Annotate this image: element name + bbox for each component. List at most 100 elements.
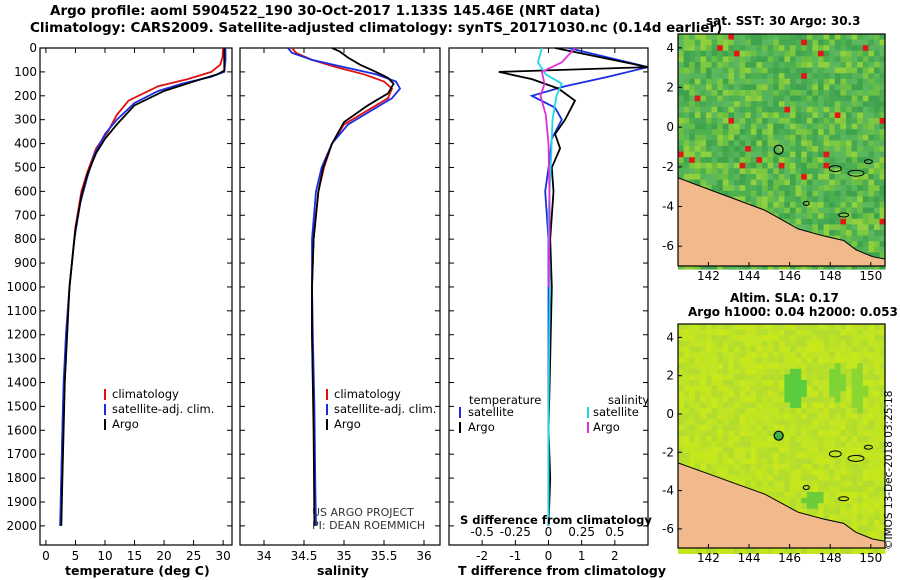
map-cell <box>795 118 802 124</box>
map-cell <box>879 447 886 454</box>
map-cell <box>717 380 724 386</box>
y-tick-label: 500 <box>14 160 37 174</box>
map-cell <box>818 480 824 487</box>
map-cell <box>851 396 858 403</box>
map-cell <box>834 134 841 141</box>
map-cell <box>806 174 813 180</box>
map-cell <box>711 430 718 437</box>
map-cell <box>773 396 780 403</box>
map-cell <box>678 340 684 347</box>
map-cell <box>689 146 696 152</box>
map-cell <box>694 162 701 169</box>
map-cell <box>857 396 864 403</box>
map-cell <box>678 329 684 336</box>
map-cell <box>874 56 880 63</box>
map-cell <box>689 363 696 370</box>
map-cell <box>678 413 684 420</box>
map-cell <box>678 458 684 465</box>
map-cell <box>739 436 746 442</box>
map-cell <box>790 480 796 487</box>
map-cell <box>722 151 729 158</box>
map-cell <box>879 430 886 437</box>
map-cell <box>739 408 746 414</box>
map-cell <box>778 464 785 470</box>
map-cell <box>862 179 869 186</box>
color-swatch-icon <box>587 422 589 433</box>
map-cell <box>734 123 740 130</box>
map-cell <box>823 436 830 442</box>
x-tick-label: 2 <box>611 549 619 563</box>
map-cell <box>834 230 841 236</box>
map-cell <box>700 402 707 409</box>
map-cell <box>857 174 864 180</box>
map-cell <box>683 84 690 91</box>
map-cell <box>840 123 847 130</box>
y-tick-label: 400 <box>14 137 37 151</box>
map-cell <box>801 408 808 414</box>
map-cell <box>812 185 819 192</box>
map-cell <box>694 374 701 381</box>
map-cell <box>767 464 774 470</box>
map-cell <box>806 329 813 336</box>
map-cell <box>750 486 757 493</box>
map-cell <box>734 151 740 158</box>
map-cell <box>829 101 836 108</box>
map-cell <box>694 50 701 57</box>
map-cell <box>717 140 724 147</box>
map-cell <box>874 548 880 554</box>
map-cell <box>728 368 735 375</box>
map-cell <box>700 424 707 431</box>
map-cell <box>717 402 724 409</box>
map-cell <box>851 224 858 231</box>
map-cell <box>745 424 752 431</box>
map-cell <box>823 151 830 158</box>
map-cell <box>778 118 785 124</box>
y-tick-label: 800 <box>14 232 37 246</box>
map-cell <box>806 73 813 80</box>
map-cell <box>862 436 869 442</box>
map-cell <box>851 447 858 454</box>
map-cell <box>806 67 813 74</box>
map-cell <box>711 45 718 52</box>
map-cell <box>739 475 746 482</box>
map-cell <box>784 151 791 158</box>
map-cell <box>874 45 880 52</box>
map-cell <box>784 469 791 476</box>
map-cell <box>700 73 707 80</box>
map-cell <box>734 179 740 186</box>
map-cell <box>678 391 684 398</box>
map-cell <box>862 525 869 532</box>
map-cell <box>756 469 763 476</box>
map-cell <box>806 78 813 85</box>
map-cell <box>728 374 735 381</box>
map-cell <box>818 475 824 482</box>
map-cell <box>851 56 858 63</box>
map-cell <box>711 441 718 448</box>
map-cell <box>739 157 746 164</box>
map-cell <box>851 525 858 532</box>
map-cell <box>711 67 718 74</box>
map-cell <box>750 39 757 46</box>
map-cell <box>862 402 869 409</box>
map-cell <box>851 230 858 236</box>
map-cell <box>857 357 864 364</box>
map-cell <box>874 39 880 46</box>
map-cell <box>829 436 836 442</box>
map-cell <box>745 464 752 470</box>
map-cell <box>879 525 886 532</box>
map-cell <box>678 174 684 180</box>
map-cell <box>784 480 791 487</box>
map-cell <box>784 207 791 214</box>
map-cell <box>840 230 847 236</box>
map-cell <box>762 424 768 431</box>
map-cell <box>812 168 819 175</box>
map-cell <box>806 134 813 141</box>
map-cell <box>857 67 864 74</box>
land-mask <box>802 485 810 490</box>
map-cell <box>879 335 886 342</box>
map-cell <box>683 45 690 52</box>
map-cell <box>689 458 696 465</box>
map-cell <box>745 480 752 487</box>
map-cell <box>717 168 724 175</box>
map-cell <box>750 452 757 459</box>
